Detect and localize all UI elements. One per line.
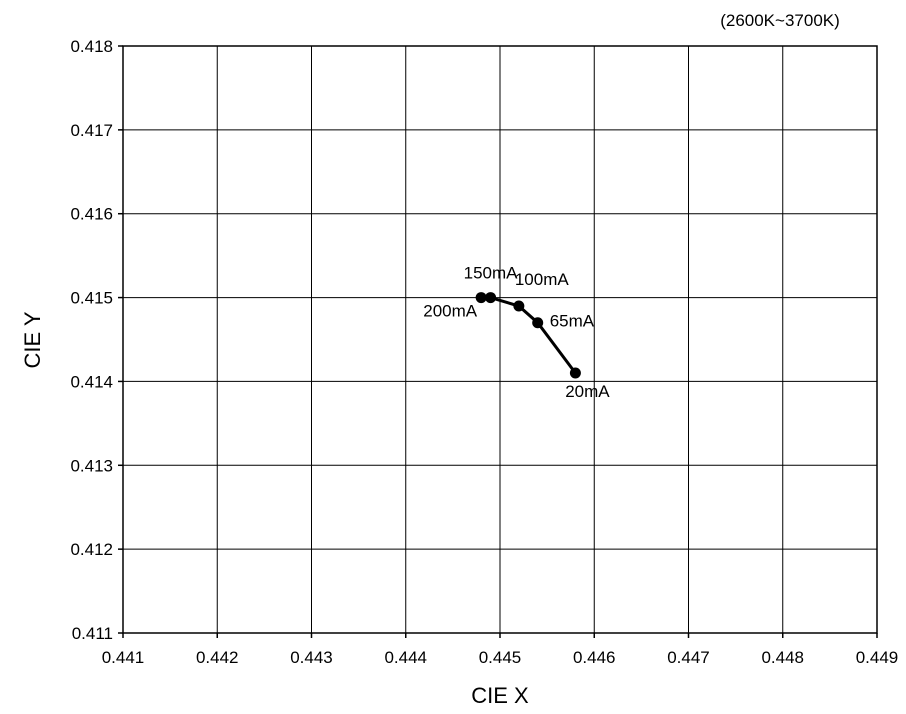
data-point (569, 367, 581, 379)
x-axis-title: CIE X (471, 683, 529, 708)
x-tick-label: 0.446 (573, 648, 616, 667)
data-label: 100mA (515, 270, 570, 289)
grid (122, 45, 878, 634)
x-axis: 0.441 0.442 0.443 0.444 0.445 0.446 0.447 0.448… (102, 633, 899, 667)
y-tick-label: 0.415 (70, 289, 113, 308)
series-line (481, 296, 577, 374)
x-tick-label: 0.445 (479, 648, 522, 667)
y-tick-label: 0.412 (70, 540, 113, 559)
x-tick-label: 0.448 (761, 648, 804, 667)
y-tick-label: 0.418 (70, 37, 113, 56)
x-tick-label: 0.447 (667, 648, 710, 667)
data-label: 150mA (464, 264, 519, 283)
x-tick-label: 0.449 (856, 648, 899, 667)
data-points (475, 292, 581, 379)
data-point (532, 317, 544, 329)
y-axis: 0.411 0.412 0.413 0.414 0.415 0.416 0.417 0.418 (70, 37, 123, 643)
data-label: 20mA (565, 382, 610, 401)
y-tick-label: 0.411 (72, 624, 113, 643)
x-tick-label: 0.443 (290, 648, 333, 667)
data-point (475, 292, 487, 304)
chart-subtitle: (2600K~3700K) (720, 11, 840, 30)
data-label: 200mA (423, 302, 478, 321)
y-tick-label: 0.413 (70, 456, 113, 475)
x-tick-label: 0.444 (384, 648, 427, 667)
y-axis-title: CIE Y (20, 311, 45, 368)
x-tick-label: 0.442 (196, 648, 239, 667)
data-point (485, 292, 497, 304)
y-tick-label: 0.417 (70, 121, 113, 140)
y-tick-label: 0.416 (70, 205, 113, 224)
x-tick-label: 0.441 (102, 648, 145, 667)
data-label: 65mA (550, 312, 595, 331)
y-tick-label: 0.414 (70, 372, 113, 391)
data-point (513, 300, 525, 312)
